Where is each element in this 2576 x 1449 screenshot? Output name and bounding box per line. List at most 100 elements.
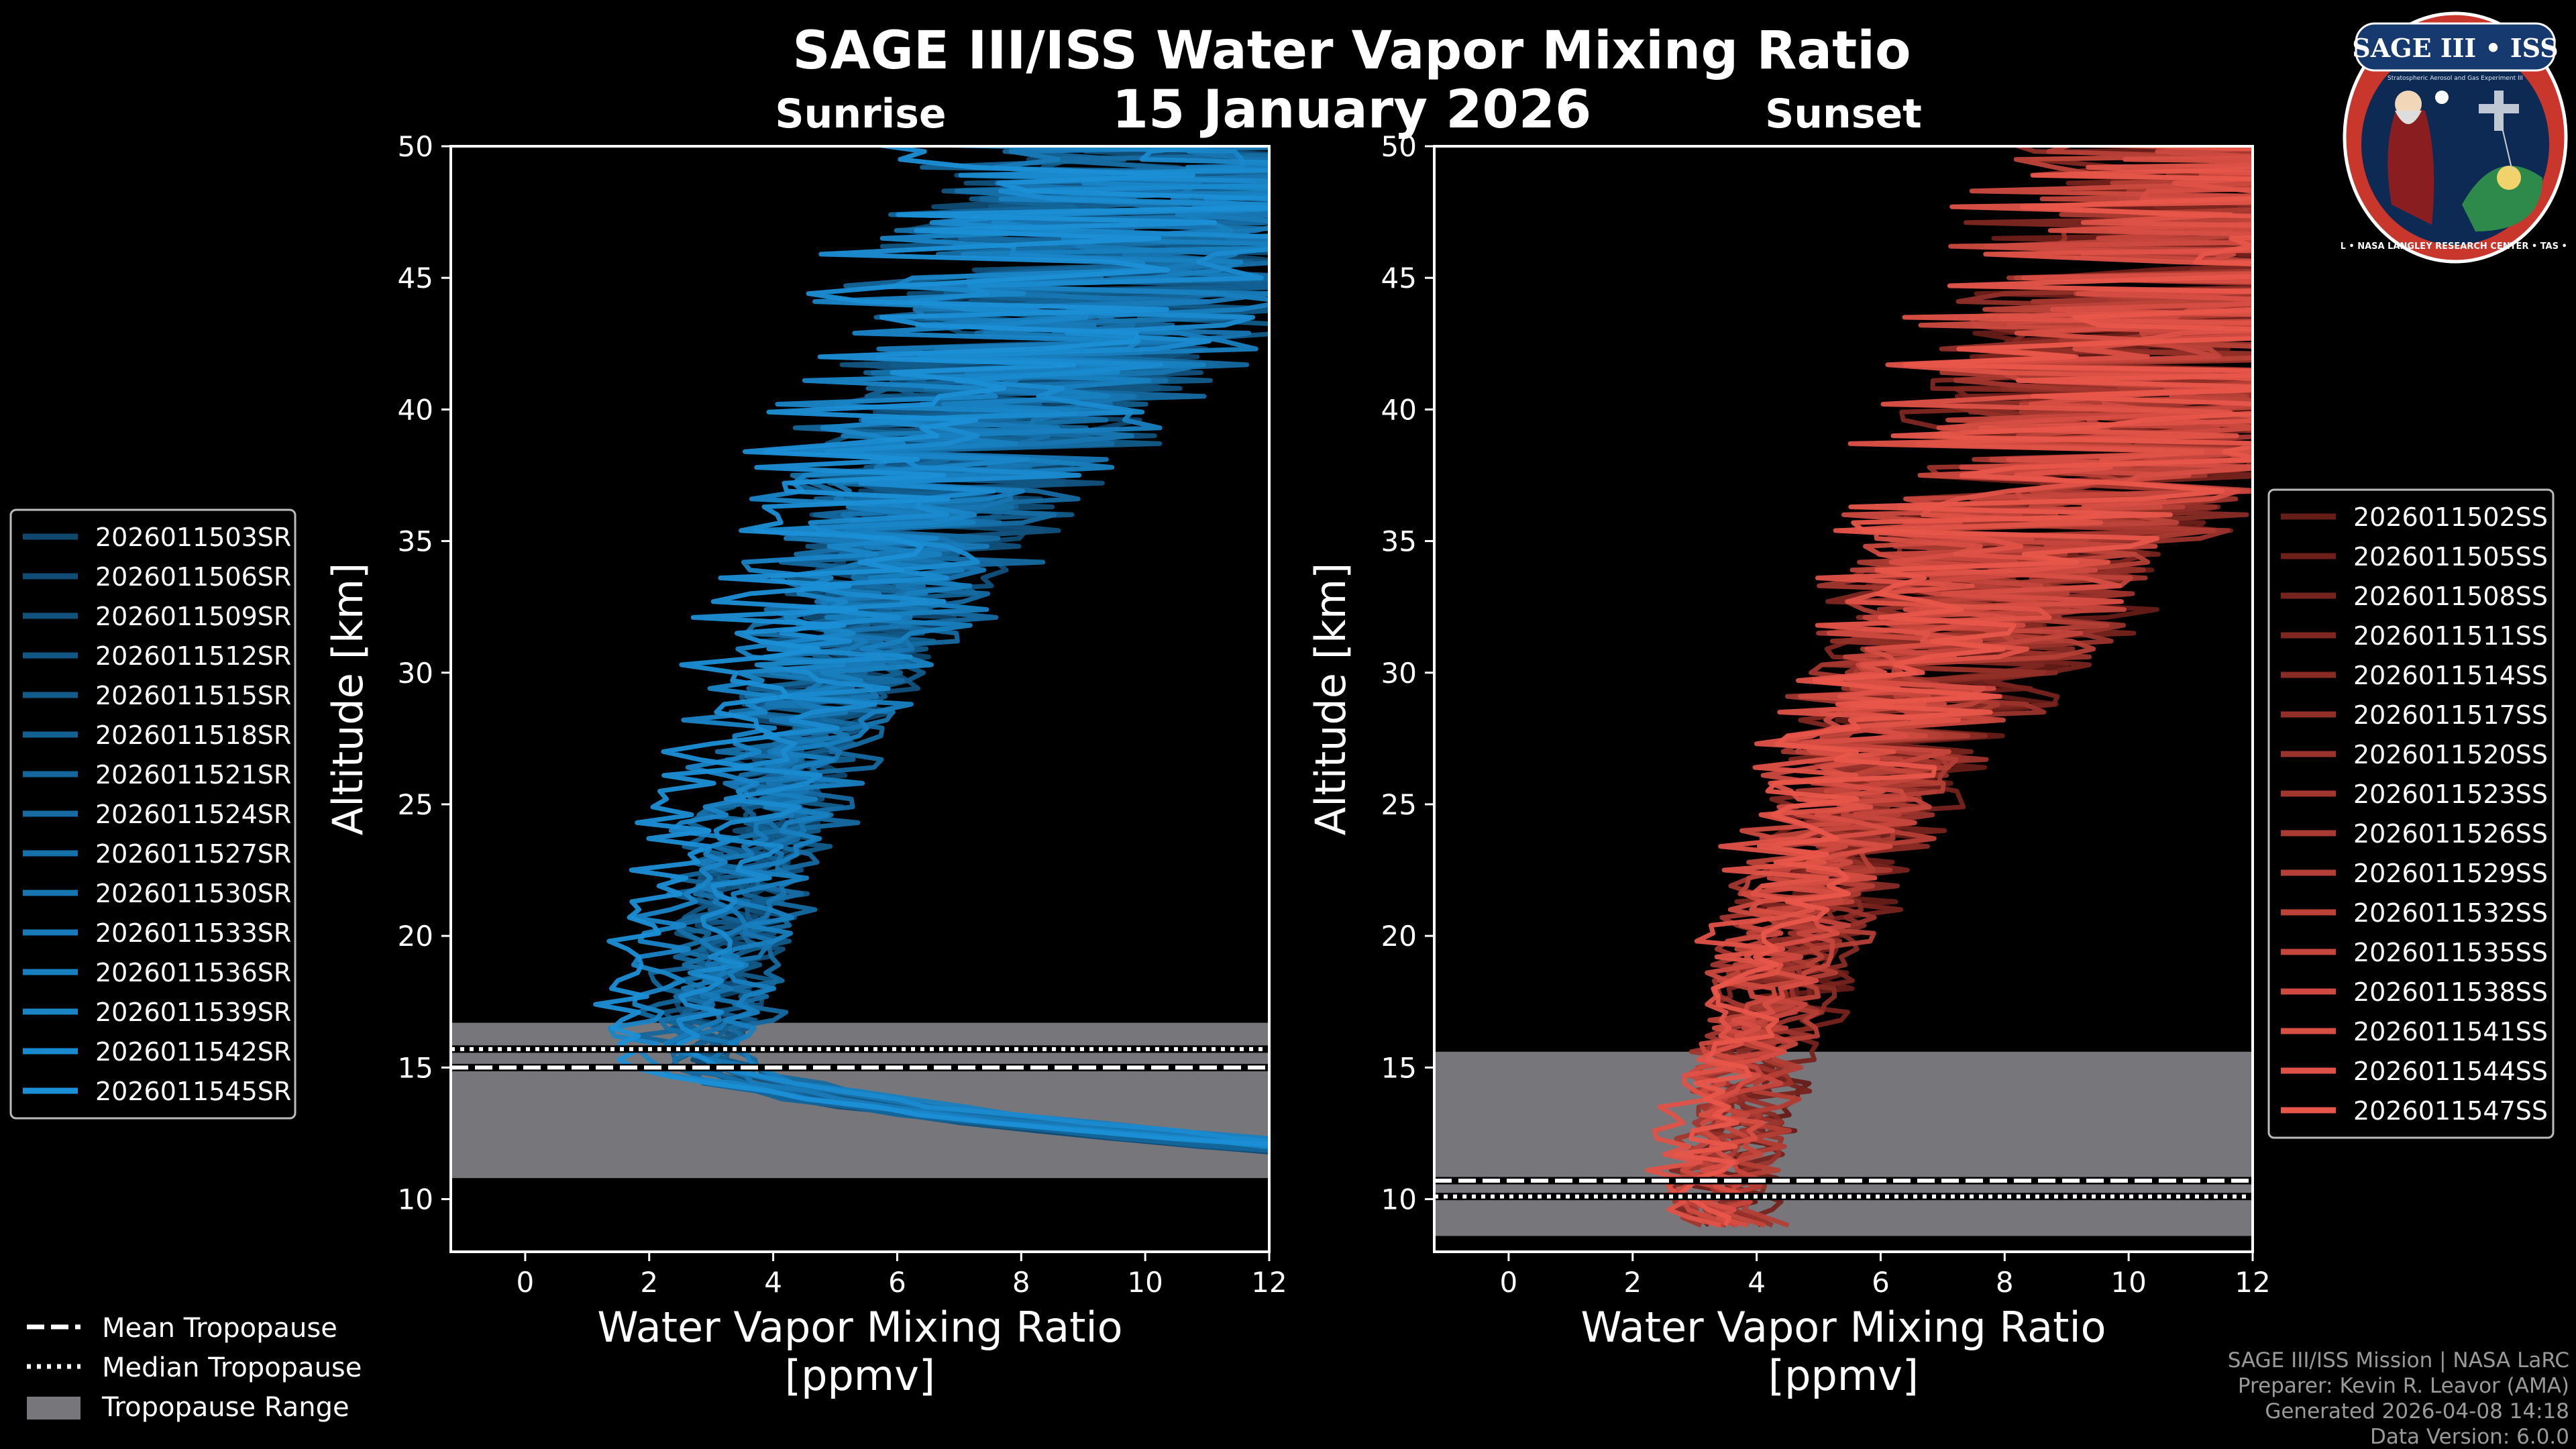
credits-block: SAGE III/ISS Mission | NASA LaRCPreparer… xyxy=(2228,1348,2569,1449)
x-tick-label: 10 xyxy=(2110,1266,2146,1299)
profile-line-2026011515SR xyxy=(709,164,1269,1148)
credit-line: SAGE III/ISS Mission | NASA LaRC xyxy=(2228,1348,2569,1373)
legend-entry-2026011541SS: 2026011541SS xyxy=(2353,1017,2548,1046)
y-tick-label: 40 xyxy=(1381,393,1417,426)
x-tick-label: 12 xyxy=(2235,1266,2270,1299)
legend-entry-2026011532SS: 2026011532SS xyxy=(2353,898,2548,928)
credit-line: Generated 2026-04-08 14:18 xyxy=(2265,1399,2569,1424)
credit-line: Data Version: 6.0.0 xyxy=(2370,1425,2569,1449)
legend-entry-2026011542SR: 2026011542SR xyxy=(95,1037,291,1067)
y-tick-label: 20 xyxy=(1381,920,1417,953)
x-tick-label: 10 xyxy=(1127,1266,1163,1299)
x-tick-label: 6 xyxy=(1872,1266,1890,1299)
y-tick-label: 35 xyxy=(1381,525,1417,558)
x-tick-label: 8 xyxy=(1996,1266,2014,1299)
legend-entry-2026011538SS: 2026011538SS xyxy=(2353,977,2548,1007)
legend-entry-2026011521SR: 2026011521SR xyxy=(95,760,291,790)
x-tick-label: 2 xyxy=(640,1266,658,1299)
sunrise-legend: 2026011503SR 2026011506SR 2026011509SR 2026… xyxy=(9,508,297,1120)
legend-entry-2026011502SS: 2026011502SS xyxy=(2353,502,2548,532)
x-tick-label: 2 xyxy=(1623,1266,1642,1299)
profile-line-2026011508SS xyxy=(1725,176,2253,1228)
sunset-legend: 2026011502SS 2026011505SS 2026011508SS 2026… xyxy=(2267,488,2555,1139)
y-tick-label: 25 xyxy=(398,788,433,821)
x-tick-label: 6 xyxy=(888,1266,906,1299)
legend-entry-2026011544SS: 2026011544SS xyxy=(2353,1057,2548,1086)
x-tick-label: 12 xyxy=(1251,1266,1287,1299)
legend-box xyxy=(9,508,297,1120)
plot-frame xyxy=(1433,145,2254,1253)
y-tick-label: 10 xyxy=(1381,1183,1417,1216)
tropopause-range-label: Tropopause Range xyxy=(101,1392,350,1423)
legend-entry-2026011517SS: 2026011517SS xyxy=(2353,700,2548,730)
tropopause-legend: Mean Tropopause Median Tropopause Tropopau… xyxy=(27,1313,362,1423)
y-tick-label: 40 xyxy=(398,393,433,426)
sunset-panel: 0 2 4 6 8 10 12 10 15 20 25 30 35 40 45 50 Sunset Water V… xyxy=(1306,91,2271,1400)
legend-entry-2026011539SR: 2026011539SR xyxy=(95,998,291,1027)
legend-entry-2026011524SR: 2026011524SR xyxy=(95,800,291,829)
profile-line-2026011544SS xyxy=(1645,162,2253,1228)
y-tick-label: 45 xyxy=(398,262,433,294)
logo-subtitle: Stratospheric Aerosol and Gas Experiment… xyxy=(2387,75,2523,82)
mean-tropopause-label: Mean Tropopause xyxy=(102,1313,337,1344)
median-tropopause-label: Median Tropopause xyxy=(102,1352,362,1383)
legend-entry-2026011536SR: 2026011536SR xyxy=(95,958,291,987)
y-tick-label: 20 xyxy=(398,920,433,953)
legend-entry-2026011529SS: 2026011529SS xyxy=(2353,859,2548,888)
sage-logo: SAGE III • ISS Stratospheric Aerosol and… xyxy=(2341,11,2569,264)
legend-entry-2026011509SR: 2026011509SR xyxy=(95,602,291,631)
panel-title: Sunset xyxy=(1765,91,1922,138)
x-tick-label: 4 xyxy=(764,1266,782,1299)
panel-title: Sunrise xyxy=(775,91,946,138)
legend-entry-2026011514SS: 2026011514SS xyxy=(2353,661,2548,690)
y-tick-label: 25 xyxy=(1381,788,1417,821)
legend-entry-2026011518SR: 2026011518SR xyxy=(95,720,291,750)
figure-title: SAGE III/ISS Water Vapor Mixing Ratio xyxy=(792,21,1911,81)
x-tick-label: 8 xyxy=(1012,1266,1030,1299)
figure-date: 15 January 2026 xyxy=(1112,80,1592,140)
legend-entry-2026011527SR: 2026011527SR xyxy=(95,839,291,869)
legend-entry-2026011503SR: 2026011503SR xyxy=(95,523,291,552)
profile-line-2026011547SS xyxy=(1673,146,2253,1227)
legend-entry-2026011530SR: 2026011530SR xyxy=(95,879,291,908)
plot-frame xyxy=(449,145,1271,1253)
legend-entry-2026011511SS: 2026011511SS xyxy=(2353,621,2548,651)
y-tick-label: 35 xyxy=(398,525,433,558)
profile-line-2026011542SR xyxy=(676,146,1269,1144)
credit-line: Preparer: Kevin R. Leavor (AMA) xyxy=(2238,1374,2569,1398)
y-tick-label: 45 xyxy=(1381,262,1417,294)
x-axis-label: Water Vapor Mixing Ratio xyxy=(597,1303,1122,1352)
sunrise-panel: 0 2 4 6 8 10 12 10 15 20 25 30 35 40 45 50 Sunrise Water … xyxy=(323,91,1287,1400)
legend-entry-2026011545SR: 2026011545SR xyxy=(95,1077,291,1106)
legend-entry-2026011506SR: 2026011506SR xyxy=(95,562,291,592)
x-tick-label: 0 xyxy=(517,1266,535,1299)
profile-line-2026011539SR xyxy=(607,146,1269,1149)
y-tick-label: 15 xyxy=(1381,1051,1417,1084)
x-tick-label: 0 xyxy=(1500,1266,1518,1299)
legend-entry-2026011523SS: 2026011523SS xyxy=(2353,780,2548,809)
y-tick-label: 10 xyxy=(398,1183,433,1216)
legend-entry-2026011535SS: 2026011535SS xyxy=(2353,938,2548,967)
legend-entry-2026011547SS: 2026011547SS xyxy=(2353,1096,2548,1126)
y-axis-label: Altitude [km] xyxy=(1306,563,1355,836)
legend-box xyxy=(2267,488,2555,1139)
legend-entry-2026011515SR: 2026011515SR xyxy=(95,681,291,710)
x-axis-label: Water Vapor Mixing Ratio xyxy=(1580,1303,2106,1352)
tropopause-range-swatch xyxy=(27,1397,80,1419)
logo-name: SAGE III • ISS xyxy=(2352,33,2558,63)
y-axis-label: Altitude [km] xyxy=(323,563,372,836)
tropopause-range-band xyxy=(1434,1051,2253,1236)
legend-entry-2026011505SS: 2026011505SS xyxy=(2353,542,2548,572)
legend-entry-2026011520SS: 2026011520SS xyxy=(2353,740,2548,769)
legend-entry-2026011533SR: 2026011533SR xyxy=(95,918,291,948)
profile-line-2026011545SR xyxy=(593,146,1269,1148)
profile-line-2026011541SS xyxy=(1698,146,2253,1228)
legend-entry-2026011508SS: 2026011508SS xyxy=(2353,582,2548,611)
logo-ring-text: BALL • NASA LANGLEY RESEARCH CENTER • TA… xyxy=(2341,241,2569,252)
y-tick-label: 30 xyxy=(398,657,433,690)
y-tick-label: 15 xyxy=(398,1051,433,1084)
legend-entry-2026011526SS: 2026011526SS xyxy=(2353,819,2548,849)
y-tick-label: 50 xyxy=(398,130,433,163)
y-tick-label: 50 xyxy=(1381,130,1417,163)
